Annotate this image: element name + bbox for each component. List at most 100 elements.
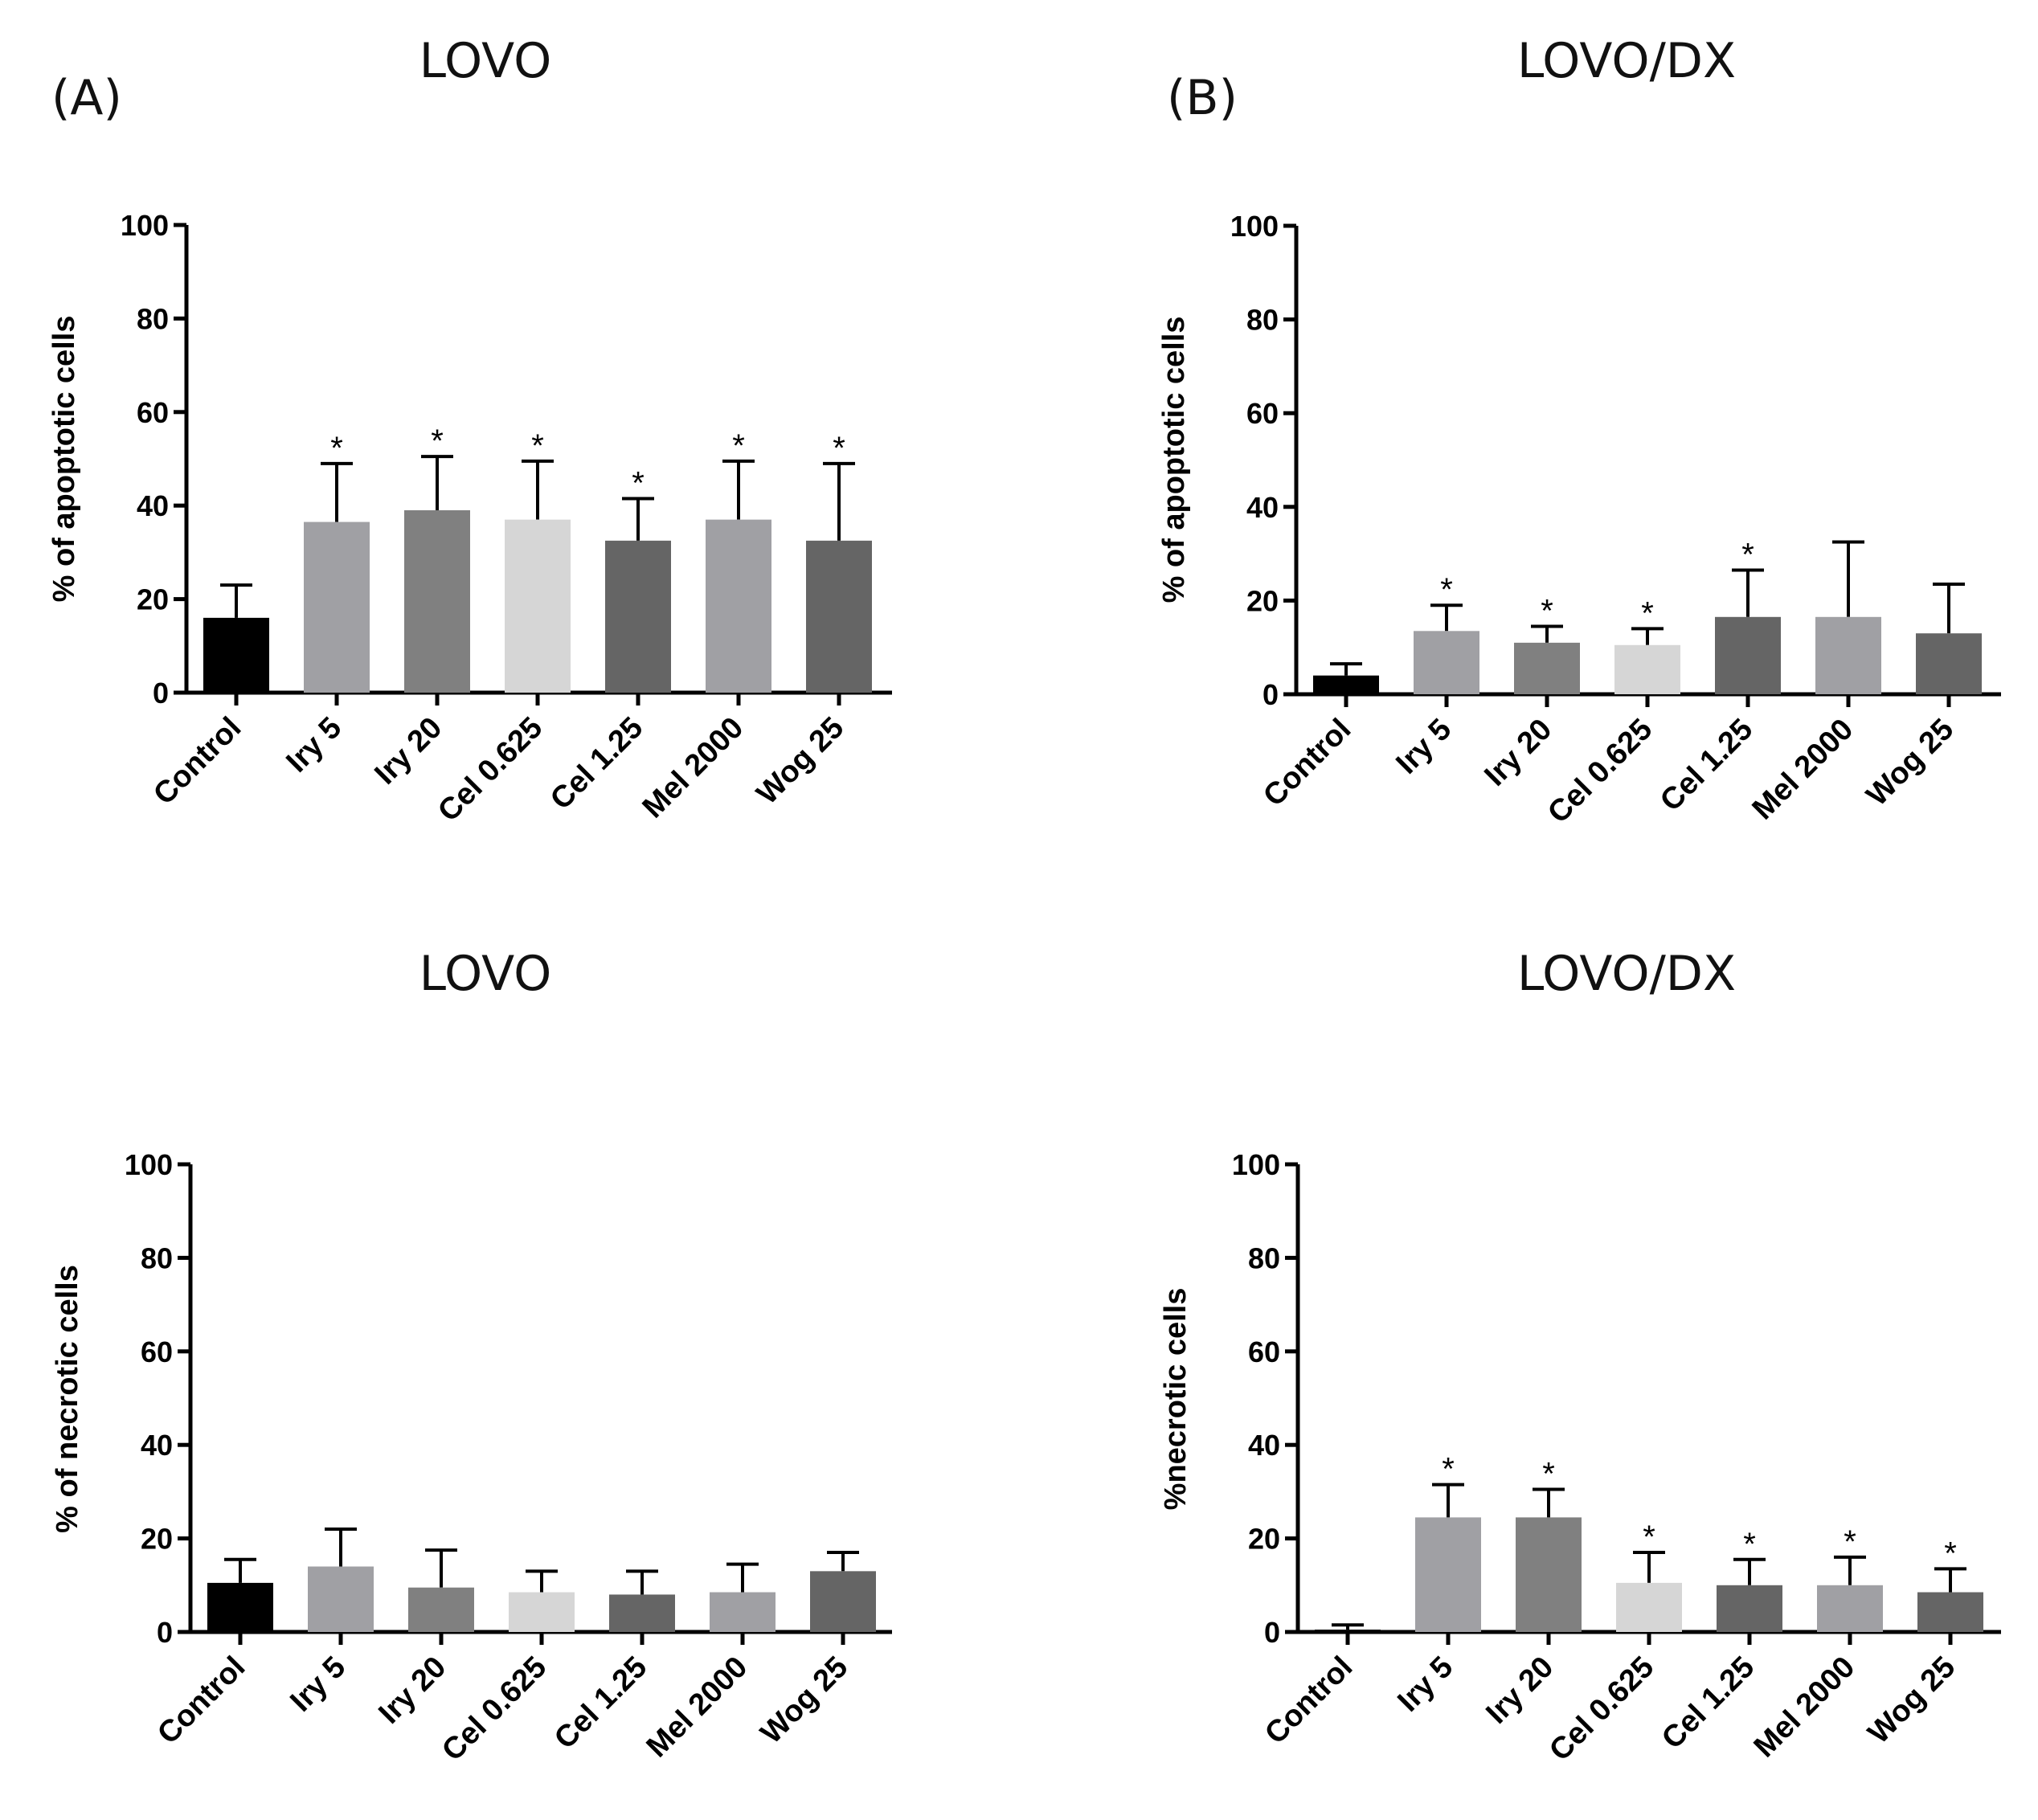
category-label: Cel 0.625 [1541, 713, 1659, 830]
bar-cel-1-25 [1717, 1585, 1782, 1632]
category-label: Iry 5 [280, 711, 348, 779]
category-label: Iry 5 [1391, 1650, 1459, 1719]
bar-mel-2000 [706, 519, 771, 693]
chart-title: LOVO [419, 33, 552, 89]
bar-iry-5 [1414, 631, 1479, 694]
chart-panel-3: LOVO % of necrotic cells 0 20 40 60 80 100 Contr… [51, 946, 892, 1768]
bar-cel-0-625 [509, 1592, 575, 1632]
category-label: Control [147, 711, 248, 812]
category-label: Iry 20 [372, 1650, 452, 1731]
category-label: Mel 2000 [640, 1650, 755, 1765]
y-tick-label: 60 [1246, 397, 1279, 430]
chart-title: LOVO/DX [1517, 33, 1736, 89]
y-tick-label: 20 [141, 1523, 173, 1556]
y-tick-label: 100 [1230, 210, 1279, 243]
y-tick-label: 0 [153, 677, 169, 710]
bar-iry-20 [1514, 642, 1580, 694]
chart-panel-1: LOVO (A) % of apoptotic cells 0 20 40 60 80 100 C… [47, 33, 892, 828]
significance-star: * [1643, 1519, 1655, 1555]
bar-wog-25 [1917, 1592, 1983, 1632]
y-tick-label: 100 [125, 1148, 173, 1181]
bar-control [1313, 675, 1379, 694]
bar-cel-0-625 [1614, 644, 1680, 694]
bar-control [1315, 1630, 1381, 1632]
bar-cel-1-25 [1715, 616, 1781, 694]
y-tick-label: 80 [137, 302, 169, 335]
bar-mel-2000 [710, 1592, 776, 1632]
bar-control [203, 617, 269, 693]
chart-title: LOVO/DX [1517, 946, 1736, 1002]
y-axis-title: % of apoptotic cells [1157, 317, 1191, 603]
y-axis-title: % of necrotic cells [51, 1265, 84, 1533]
category-label: Iry 20 [368, 711, 448, 791]
category-label: Mel 2000 [636, 711, 751, 825]
bar-mel-2000 [1815, 616, 1881, 694]
bar-wog-25 [806, 540, 872, 693]
category-label: Iry 20 [1479, 1650, 1560, 1731]
y-tick-label: 40 [1246, 491, 1279, 524]
y-tick-label: 60 [1248, 1335, 1280, 1368]
bar-iry-5 [1415, 1517, 1481, 1632]
bar-cel-0-625 [505, 519, 571, 693]
y-tick-label: 40 [1248, 1429, 1280, 1462]
y-tick-label: 20 [137, 583, 169, 616]
chart-panel-4: LOVO/DX %necrotic cells 0 20 40 60 80 100 Contro… [1159, 946, 2001, 1768]
significance-star: * [1541, 593, 1553, 628]
category-label: Mel 2000 [1746, 713, 1860, 827]
bar-iry-20 [404, 510, 470, 693]
significance-star: * [1442, 1452, 1455, 1487]
y-tick-label: 100 [1232, 1148, 1280, 1181]
panel-letter: (B) [1167, 70, 1238, 126]
category-label: Iry 5 [284, 1650, 352, 1719]
y-tick-label: 0 [1262, 678, 1279, 711]
significance-star: * [1641, 595, 1654, 631]
category-label: Wog 25 [751, 711, 851, 812]
y-tick-label: 80 [1246, 304, 1279, 337]
category-label: Wog 25 [755, 1650, 855, 1751]
bar-mel-2000 [1817, 1585, 1883, 1632]
category-label: Wog 25 [1860, 713, 1961, 813]
significance-star: * [1844, 1524, 1856, 1560]
category-label: Iry 5 [1389, 713, 1458, 781]
y-tick-label: 40 [137, 489, 169, 522]
chart-title: LOVO [419, 946, 552, 1002]
bar-control [207, 1582, 273, 1632]
y-tick-label: 60 [141, 1335, 173, 1368]
category-label: Cel 0.625 [432, 711, 549, 828]
bar-iry-5 [308, 1566, 374, 1632]
y-tick-label: 20 [1246, 584, 1279, 617]
y-tick-label: 80 [141, 1241, 173, 1274]
bar-iry-20 [1516, 1517, 1582, 1632]
significance-star: * [833, 431, 845, 466]
y-tick-label: 80 [1248, 1241, 1280, 1274]
category-label: Cel 0.625 [1543, 1650, 1660, 1768]
category-label: Cel 1.25 [544, 711, 649, 816]
y-axis-title: %necrotic cells [1159, 1288, 1193, 1511]
category-label: Mel 2000 [1748, 1650, 1862, 1765]
category-label: Cel 0.625 [436, 1650, 553, 1768]
y-tick-label: 100 [121, 209, 169, 242]
significance-star: * [1440, 572, 1453, 607]
category-label: Control [1257, 713, 1357, 813]
panel-letter: (A) [51, 70, 122, 126]
category-label: Control [1258, 1650, 1359, 1751]
bar-cel-0-625 [1616, 1582, 1682, 1632]
category-label: Cel 1.25 [1655, 1650, 1761, 1756]
category-label: Control [151, 1650, 252, 1751]
significance-star: * [1743, 1527, 1756, 1562]
significance-star: * [1542, 1456, 1555, 1491]
significance-star: * [632, 465, 645, 501]
category-label: Cel 1.25 [548, 1650, 653, 1756]
significance-star: * [431, 423, 444, 459]
category-label: Wog 25 [1862, 1650, 1962, 1751]
category-label: Cel 1.25 [1654, 713, 1759, 818]
bar-wog-25 [810, 1571, 876, 1632]
bar-iry-20 [408, 1587, 474, 1632]
y-tick-label: 20 [1248, 1523, 1280, 1556]
significance-star: * [531, 428, 544, 464]
significance-star: * [1944, 1536, 1957, 1571]
y-tick-label: 0 [1264, 1616, 1280, 1649]
chart-panel-2: LOVO/DX (B) % of apoptotic cells 0 20 40 60 80 1… [1157, 33, 2001, 830]
